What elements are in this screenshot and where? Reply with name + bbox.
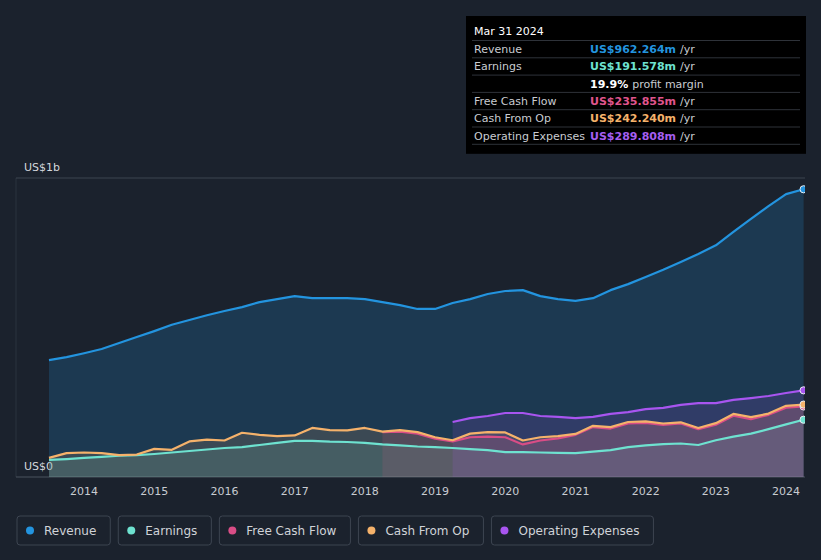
tooltip-separator: [472, 75, 800, 76]
x-tick-label: 2017: [281, 485, 309, 498]
tooltip-value: 19.9%: [590, 78, 628, 91]
tooltip-label: Free Cash Flow: [474, 95, 557, 108]
tooltip-label: Revenue: [474, 43, 522, 56]
legend-box: [118, 516, 211, 545]
x-tick-label: 2019: [421, 485, 449, 498]
legend-swatch: [26, 527, 34, 535]
tooltip-label: Operating Expenses: [474, 130, 585, 143]
end-dot: [800, 416, 805, 423]
end-dot: [800, 387, 805, 394]
x-tick-label: 2023: [702, 485, 730, 498]
tooltip-separator: [472, 109, 800, 110]
legend-box: [219, 516, 350, 545]
lines: [49, 189, 804, 460]
grid-line: [16, 178, 805, 179]
tooltip-value: US$962.264m: [590, 43, 676, 56]
legend-label: Revenue: [44, 524, 96, 538]
tooltip-unit: /yr: [680, 60, 695, 73]
x-tick-label: 2022: [632, 485, 660, 498]
end-dot: [800, 401, 805, 408]
legend-swatch: [228, 527, 236, 535]
legend-label: Free Cash Flow: [246, 524, 336, 538]
series-line: [49, 405, 804, 458]
tooltip-label: Earnings: [474, 60, 522, 73]
tooltip-row: US$191.578m/yr: [590, 60, 695, 73]
x-tick-label: 2018: [351, 485, 379, 498]
legend: Revenue Earnings Free Cash Flow Cash From O…: [17, 516, 653, 545]
area: [49, 189, 804, 477]
legend-swatch: [367, 527, 375, 535]
y-tick-label: US$1b: [24, 161, 60, 174]
tooltip-unit: /yr: [680, 43, 695, 56]
tooltip-separator: [472, 40, 800, 41]
tooltip-value: US$242.240m: [590, 112, 676, 125]
x-tick-label: 2020: [491, 485, 519, 498]
legend-label: Cash From Op: [385, 524, 469, 538]
tooltip-unit: /yr: [680, 112, 695, 125]
tooltip-unit: /yr: [680, 130, 695, 143]
legend-item: Cash From Op: [358, 516, 483, 545]
end-dot: [800, 186, 805, 193]
y-tick-label: US$0: [24, 460, 53, 473]
legend-label: Operating Expenses: [518, 524, 639, 538]
y-axis-line: [16, 178, 17, 477]
plot-area: [49, 186, 805, 477]
tooltip-unit: /yr: [680, 95, 695, 108]
tooltip-value: US$235.855m: [590, 95, 676, 108]
legend-item: Revenue: [17, 516, 110, 545]
x-tick-label: 2021: [561, 485, 589, 498]
legend-label: Earnings: [145, 524, 197, 538]
tooltip-row: US$962.264m/yr: [590, 43, 695, 56]
tooltip-title: Mar 31 2024: [474, 25, 544, 38]
tooltip-value: US$191.578m: [590, 60, 676, 73]
x-tick-label: 2015: [140, 485, 168, 498]
background: [0, 0, 821, 560]
tooltip-separator: [472, 144, 800, 145]
tooltip-separator: [472, 127, 800, 128]
tooltip-separator: [472, 92, 800, 93]
x-tick-label: 2016: [210, 485, 238, 498]
chart: US$0 US$1b 2014 2015 2016 2017 2018 2019 2020 202…: [0, 0, 821, 560]
x-tick-label: 2014: [70, 485, 98, 498]
legend-item: Free Cash Flow: [219, 516, 350, 545]
tooltip: Mar 31 2024 Revenue US$962.264m/yr Earnings…: [466, 16, 806, 154]
legend-box: [17, 516, 110, 545]
tooltip-separator: [472, 57, 800, 58]
x-tick-label: 2024: [772, 485, 800, 498]
tooltip-row: US$289.808m/yr: [590, 130, 695, 143]
tooltip-row: 19.9% profit margin: [590, 78, 704, 91]
legend-item: Earnings: [118, 516, 211, 545]
legend-box: [358, 516, 483, 545]
areas: [49, 189, 804, 477]
end-dots: [800, 186, 805, 424]
tooltip-row: US$235.855m/yr: [590, 95, 695, 108]
series-line: [453, 390, 804, 422]
legend-item: Operating Expenses: [491, 516, 653, 545]
tooltip-value: US$289.808m: [590, 130, 676, 143]
tooltip-unit: profit margin: [632, 78, 704, 91]
tooltip-label: Cash From Op: [474, 112, 551, 125]
tooltip-row: US$242.240m/yr: [590, 112, 695, 125]
tooltip-box: [466, 16, 806, 154]
legend-swatch: [127, 527, 135, 535]
legend-swatch: [500, 527, 508, 535]
series-line: [49, 189, 804, 360]
legend-box: [491, 516, 653, 545]
